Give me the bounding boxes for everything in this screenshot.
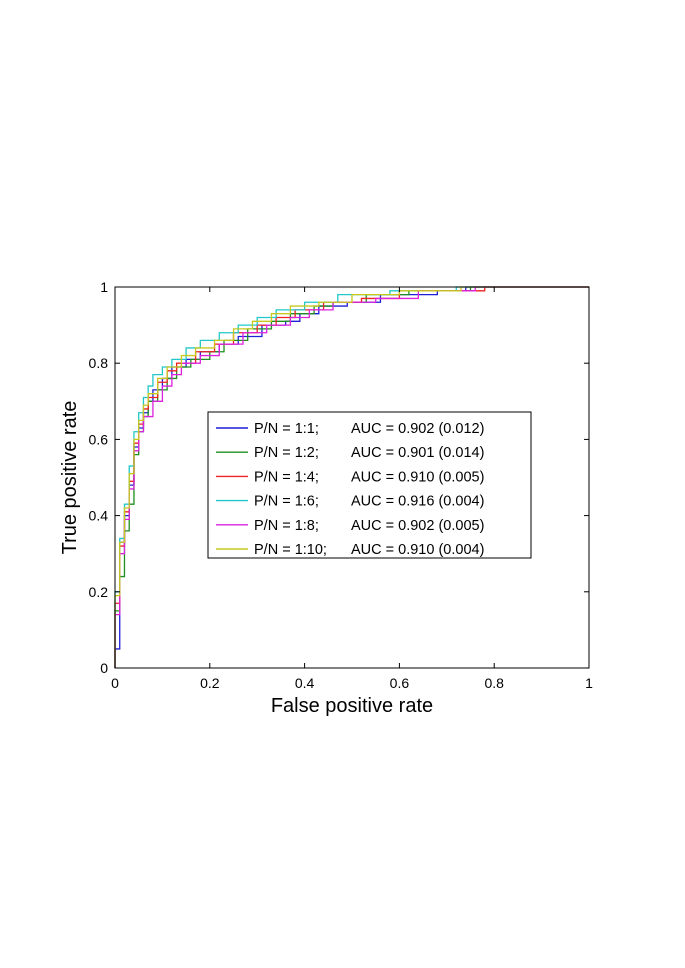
series-lines xyxy=(114,286,589,668)
legend-label-5: P/N = 1:8; xyxy=(254,518,319,534)
y-tick-label: 1 xyxy=(100,279,108,295)
legend-label-6: P/N = 1:10; xyxy=(254,542,327,558)
x-tick-label: 1 xyxy=(585,675,593,691)
axes xyxy=(114,286,590,669)
x-axis-label: False positive rate xyxy=(271,695,433,717)
legend-auc-5: AUC = 0.902 (0.005) xyxy=(351,518,484,534)
legend: P/N = 1:1; AUC = 0.902 (0.012) P/N = 1:2; A… xyxy=(207,411,532,559)
y-tick-label: 0.8 xyxy=(89,355,109,371)
y-tick-label: 0.4 xyxy=(89,508,109,524)
legend-label-3: P/N = 1:4; xyxy=(254,469,319,485)
y-tick-label: 0.6 xyxy=(89,431,109,447)
legend-label-4: P/N = 1:6; xyxy=(254,494,319,510)
legend-auc-3: AUC = 0.910 (0.005) xyxy=(351,469,484,485)
legend-box xyxy=(207,411,532,559)
y-axis-label: True positive rate xyxy=(59,401,81,555)
x-tick-label: 0.2 xyxy=(200,675,220,691)
series-line-6 xyxy=(114,286,589,668)
legend-auc-4: AUC = 0.916 (0.004) xyxy=(351,494,484,510)
axes-box xyxy=(114,286,590,669)
legend-label-2: P/N = 1:2; xyxy=(254,445,319,461)
series-line-4 xyxy=(114,286,589,668)
legend-auc-6: AUC = 0.910 (0.004) xyxy=(351,542,484,558)
y-tick-label: 0.2 xyxy=(89,584,109,600)
ticks: 0 0.2 0.4 0.6 0.8 1 0 0.2 0.4 0.6 0.8 1 xyxy=(89,279,594,691)
x-tick-label: 0.6 xyxy=(390,675,410,691)
legend-auc-1: AUC = 0.902 (0.012) xyxy=(351,421,484,437)
legend-label-1: P/N = 1:1; xyxy=(254,421,319,437)
x-tick-label: 0.8 xyxy=(484,675,504,691)
x-tick-label: 0 xyxy=(111,675,119,691)
x-tick-label: 0.4 xyxy=(295,675,315,691)
legend-auc-2: AUC = 0.901 (0.014) xyxy=(351,445,484,461)
y-tick-label: 0 xyxy=(100,660,108,676)
